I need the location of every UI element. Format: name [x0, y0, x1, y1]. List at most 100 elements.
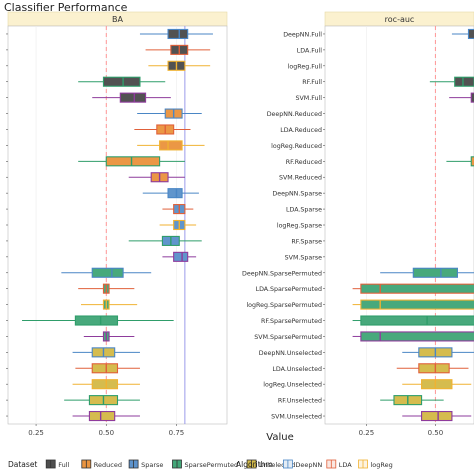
strip-label: roc-auc	[385, 15, 415, 24]
box-rf-sparsepermuted	[22, 315, 174, 326]
box-svm-sparsepermuted	[352, 331, 474, 342]
y-tick-label: LDA.Sparse	[286, 207, 322, 214]
x-axis-title: Value	[266, 432, 293, 443]
box-logreg-sparsepermuted	[352, 299, 474, 310]
box-logreg-full	[148, 60, 211, 71]
box-svm-full	[449, 92, 474, 103]
box-rf-unselected	[380, 395, 444, 406]
box-body	[360, 283, 474, 294]
box-body	[91, 267, 124, 278]
legend-title: Dataset	[8, 460, 37, 469]
box-body	[412, 267, 458, 278]
y-tick-label: logReg.Sparse	[277, 223, 322, 230]
x-tick-label: 0.50	[428, 429, 444, 437]
box-deepnn-sparsepermuted	[61, 267, 152, 278]
box-body	[167, 28, 189, 40]
box-body	[470, 156, 474, 167]
box-body	[119, 92, 147, 103]
box-deepnn-full	[451, 28, 474, 40]
box-body	[74, 315, 119, 326]
box-svm-reduced	[128, 172, 185, 183]
legend-entry-logreg: logReg	[371, 461, 393, 469]
y-tick-label: DeepNN.Sparse	[272, 191, 322, 198]
box-rf-unselected	[64, 395, 140, 406]
box-logreg-sparsepermuted	[81, 299, 138, 310]
box-rf-sparse	[128, 235, 202, 246]
box-body	[360, 299, 474, 310]
y-tick-label: SVM.Unselected	[271, 414, 322, 421]
legend-entry-sparsepermuted: SparsePermuted	[185, 461, 239, 469]
panels: BA 0.25 0.50 0.75 roc-auc DeepNN.Full LDA.Full…	[6, 11, 474, 437]
box-lda-unselected	[75, 363, 140, 374]
y-tick-label: logReg.Unselected	[263, 382, 322, 389]
box-logreg-unselected	[72, 379, 140, 390]
box-svm-full	[92, 92, 171, 103]
y-tick-label: RF.Sparse	[291, 238, 322, 245]
box-lda-reduced	[134, 124, 191, 135]
box-rf-reduced	[446, 156, 474, 167]
y-tick-label: SVM.Sparse	[285, 254, 322, 261]
box-body	[91, 363, 119, 374]
y-tick-label: DeepNN.Full	[283, 31, 322, 38]
box-svm-sparsepermuted	[83, 331, 135, 342]
box-logreg-sparse	[159, 219, 197, 231]
y-tick-label: RF.SparsePermuted	[261, 318, 322, 325]
y-tick-label: LDA.Unselected	[272, 366, 322, 373]
y-tick-label: SVM.Full	[295, 95, 322, 102]
box-body	[360, 315, 474, 326]
box-deepnn-unselected	[402, 347, 474, 358]
box-body	[418, 363, 450, 374]
y-tick-label: SVM.SparsePermuted	[254, 334, 322, 341]
box-body	[470, 92, 474, 103]
box-body	[360, 331, 474, 342]
box-svm-sparse	[162, 251, 197, 262]
legend-entry-deepnn: DeepNN	[295, 461, 322, 469]
y-tick-label: RF.Full	[302, 79, 322, 86]
y-tick-label: logReg.Full	[288, 63, 323, 70]
y-tick-label: LDA.Reduced	[280, 127, 322, 134]
legend-entry-unselected: Unselected	[259, 461, 295, 469]
x-tick-label: 0.25	[359, 429, 375, 437]
y-tick-label: DeepNN.Reduced	[267, 111, 322, 118]
legend-entry-full: Full	[58, 461, 69, 469]
y-tick-label: DeepNN.SparsePermuted	[242, 270, 322, 277]
box-rf-sparsepermuted	[352, 315, 474, 326]
x-tick-label: 0.25	[28, 429, 44, 437]
y-tick-label: LDA.Full	[297, 47, 322, 54]
y-tick-label: LDA.SparsePermuted	[256, 286, 322, 293]
box-body	[159, 140, 183, 151]
box-logreg-reduced	[137, 140, 205, 151]
box-lda-full	[145, 44, 211, 55]
legend-entry-sparse: Sparse	[141, 461, 163, 469]
box-body	[105, 156, 161, 167]
box-body	[421, 410, 453, 422]
box-body	[167, 188, 183, 199]
box-rf-reduced	[78, 156, 185, 167]
y-tick-label: RF.Reduced	[286, 159, 322, 166]
box-lda-unselected	[396, 363, 469, 374]
strip-label: BA	[112, 15, 123, 24]
box-lda-sparsepermuted	[352, 283, 474, 294]
y-tick-label: logReg.SparsePermuted	[246, 302, 322, 309]
y-tick-label: DeepNN.Unselected	[259, 350, 322, 357]
x-tick-label: 0.75	[169, 429, 185, 437]
legends: Dataset Full Reduced Sparse SparsePermuted Un…	[8, 459, 393, 469]
box-body	[467, 28, 474, 40]
panel-roc-auc: roc-auc DeepNN.Full LDA.Full logReg.Full RF.…	[242, 11, 474, 437]
box-body	[454, 76, 474, 87]
box-lda-sparse	[162, 204, 194, 215]
box-deepnn-reduced	[137, 108, 202, 119]
box-body	[88, 410, 116, 422]
box-body	[173, 251, 189, 262]
legend-title: Algorithm	[236, 460, 273, 469]
box-deepnn-sparse	[142, 188, 199, 199]
box-lda-sparsepermuted	[78, 283, 135, 294]
y-tick-label: RF.Unselected	[278, 398, 322, 405]
box-body	[421, 379, 453, 390]
box-body	[102, 76, 141, 87]
y-tick-label: SVM.Reduced	[279, 175, 322, 182]
legend-entry-lda: LDA	[339, 461, 353, 469]
box-deepnn-full	[139, 28, 213, 40]
box-body	[91, 379, 119, 390]
